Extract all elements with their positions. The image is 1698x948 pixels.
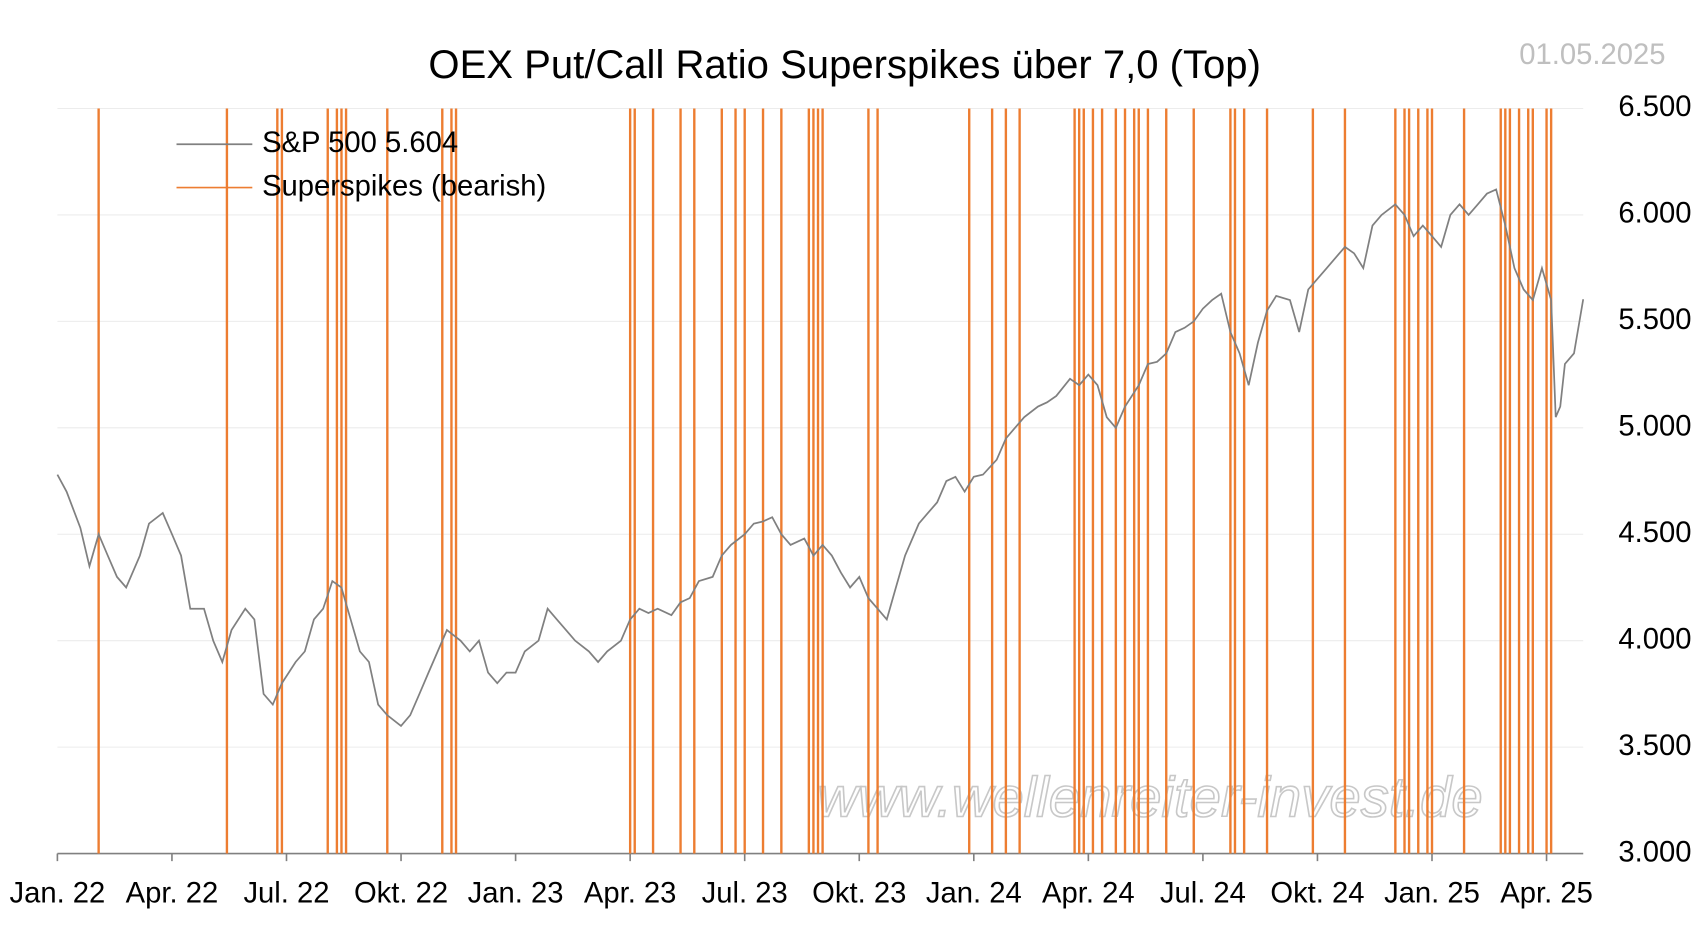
chart-title: OEX Put/Call Ratio Superspikes über 7,0 … [428, 43, 1260, 87]
x-tick-label: Okt. 23 [812, 877, 906, 909]
y-tick-label: 3.000 [1618, 836, 1691, 868]
y-tick-label: 4.000 [1618, 623, 1691, 655]
x-tick-label: Jan. 23 [468, 877, 564, 909]
x-tick-label: Apr. 23 [584, 877, 677, 909]
y-tick-label: 6.500 [1618, 91, 1691, 123]
date: 01.05.2025 [1519, 39, 1665, 71]
y-tick-label: 5.000 [1618, 411, 1691, 443]
x-tick-label: Apr. 25 [1500, 877, 1593, 909]
y-tick-label: 4.500 [1618, 517, 1691, 549]
sp500-line [56, 188, 1585, 728]
x-tick-label: Okt. 22 [354, 877, 448, 909]
x-tick-label: Jul. 23 [702, 877, 788, 909]
y-tick-label: 6.000 [1618, 198, 1691, 230]
y-tick-label: 5.500 [1618, 304, 1691, 336]
x-tick-label: Jul. 22 [243, 877, 329, 909]
x-tick-label: Jan. 25 [1384, 877, 1480, 909]
legend-label: S&P 500 5.604 [262, 127, 458, 159]
x-tick-label: Okt. 24 [1270, 877, 1364, 909]
x-tick-label: Jan. 24 [926, 877, 1022, 909]
x-tick-label: Jan. 22 [9, 877, 105, 909]
y-tick-label: 3.500 [1618, 730, 1691, 762]
x-tick-label: Jul. 24 [1160, 877, 1246, 909]
x-tick-label: Apr. 24 [1042, 877, 1135, 909]
watermark: www.wellenreiter-invest.de [817, 765, 1482, 828]
x-tick-label: Apr. 22 [126, 877, 219, 909]
legend-label: Superspikes (bearish) [262, 170, 546, 202]
